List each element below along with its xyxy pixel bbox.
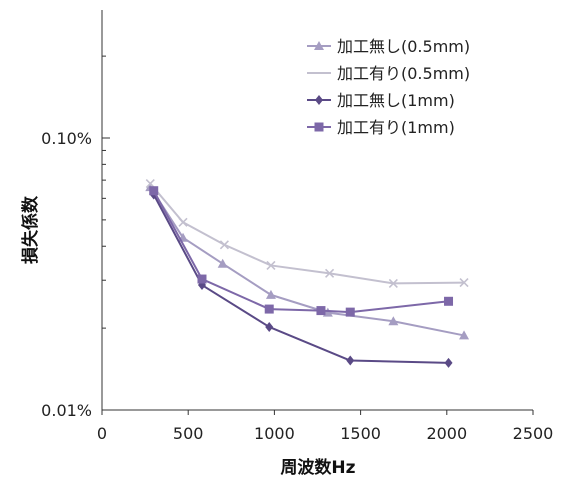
legend-marker: [314, 122, 324, 132]
series-line: [152, 190, 449, 314]
series-line: [149, 186, 465, 337]
data-point: [219, 240, 229, 250]
data-point: [197, 274, 207, 284]
data-point: [265, 289, 276, 299]
data-point: [345, 307, 355, 317]
data-point: [444, 357, 453, 368]
x-tick-label: 500: [173, 424, 204, 443]
data-point: [266, 260, 276, 271]
data-point: [459, 278, 469, 288]
data-point: [388, 316, 399, 326]
series-layer: [145, 178, 470, 368]
data-point: [388, 278, 398, 288]
legend-label: 加工有り(1mm): [337, 118, 455, 137]
series-4: [149, 186, 454, 317]
axes: [101, 10, 533, 411]
x-axis-title: 周波数Hz: [280, 457, 355, 478]
x-tick-label: 1500: [340, 424, 381, 443]
data-point: [444, 296, 454, 306]
data-point: [149, 186, 159, 196]
legend-label: 加工無し(1mm): [337, 91, 455, 110]
data-point: [325, 268, 335, 278]
y-major-ticks: 0.01% 0.10%: [41, 129, 110, 420]
data-point: [264, 304, 274, 314]
legend-label: 加工無し(0.5mm): [337, 37, 470, 56]
legend-item: 加工有り(0.5mm): [307, 64, 470, 83]
series-1: [145, 182, 470, 340]
series-line: [149, 182, 465, 285]
x-tick-label: 0: [97, 424, 107, 443]
x-tick-label: 1000: [254, 424, 295, 443]
legend-item: 加工有り(1mm): [307, 118, 455, 137]
legend-label: 加工有り(0.5mm): [337, 64, 470, 83]
x-ticks: 0 500 1000 1500 2000 2500: [97, 410, 553, 443]
y-minor-ticks: [102, 55, 106, 329]
y-tick-label: 0.10%: [41, 129, 92, 148]
x-tick-label: 2000: [426, 424, 467, 443]
legend-marker: [314, 41, 324, 50]
data-point: [346, 355, 355, 366]
legend: 加工無し(0.5mm) 加工有り(0.5mm) 加工無し(1mm) 加工有り(1mm): [307, 37, 470, 137]
data-point: [316, 306, 326, 316]
y-axis-title: 損失係数: [20, 195, 41, 264]
y-tick-label: 0.01%: [41, 401, 92, 420]
data-point: [459, 330, 470, 340]
legend-marker: [315, 95, 323, 105]
data-point: [265, 321, 274, 332]
series-2: [145, 178, 469, 288]
data-point: [178, 217, 188, 227]
series-3: [149, 189, 453, 368]
x-tick-label: 2500: [513, 424, 554, 443]
data-point: [217, 258, 228, 268]
legend-item: 加工無し(1mm): [307, 91, 455, 110]
legend-item: 加工無し(0.5mm): [307, 37, 470, 56]
